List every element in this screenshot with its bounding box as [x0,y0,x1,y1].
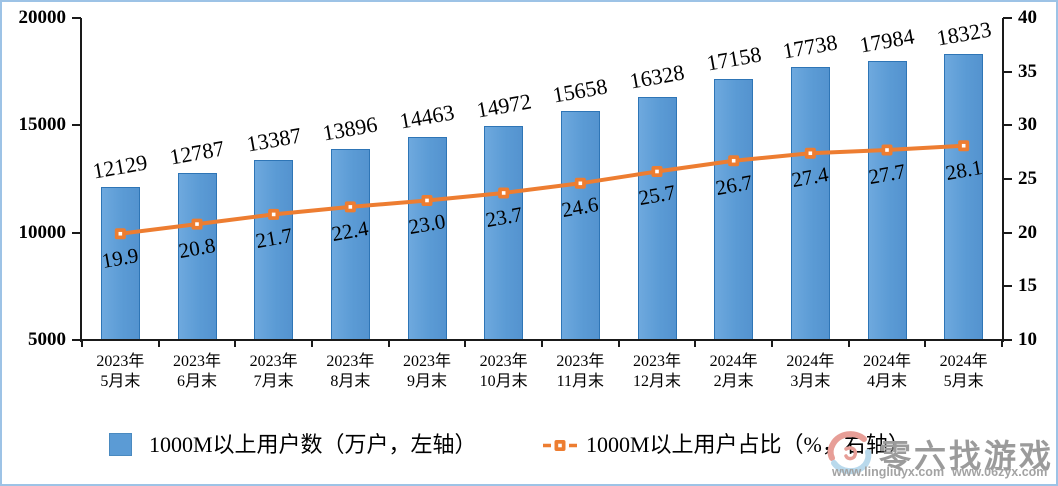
bar [944,53,984,340]
right-axis-tick [1003,70,1012,73]
right-axis-tick-label: 40 [1018,7,1037,28]
left-axis-tick-label: 20000 [18,7,67,28]
right-axis-tick [1003,17,1012,19]
right-axis-tick [1003,231,1012,234]
left-axis-tick [72,124,81,127]
x-axis-label: 2023年 11月末 [556,353,605,390]
bar-value-label: 18323 [934,16,993,51]
x-axis-tick [924,340,927,347]
left-axis [80,18,82,342]
x-axis-label: 2023年 12月末 [632,353,681,390]
left-axis-tick-label: 5000 [28,329,66,350]
x-axis-tick [847,340,850,347]
bar [790,66,830,340]
x-axis-tick [387,340,390,347]
right-axis-tick [1003,339,1012,341]
x-axis-tick [464,340,467,347]
x-axis-label: 2023年 10月末 [479,353,528,390]
x-axis-tick [541,340,543,347]
watermark-url-1: www.lingliuyx.com [832,465,945,479]
x-axis-tick [81,340,83,347]
x-axis-tick [1001,340,1003,347]
left-axis-tick-label: 15000 [18,114,67,136]
left-axis-tick [72,339,81,341]
right-axis-tick-label: 25 [1018,168,1037,189]
x-axis-tick [617,340,620,347]
watermark-logo-icon [827,431,872,475]
left-axis-tick-label: 10000 [18,221,67,243]
right-axis [1002,18,1004,342]
left-axis-tick [72,17,81,19]
x-axis-tick [771,340,773,347]
x-axis-label: 2023年 5月末 [96,353,145,390]
right-axis-tick-label: 30 [1018,114,1037,136]
x-axis-label: 2023年 9月末 [402,353,451,390]
x-axis-label: 2023年 7月末 [249,353,298,390]
right-axis-tick [1003,285,1012,288]
x-axis-label: 2024年 3月末 [786,353,835,390]
bar-series-legend-label: 1000M以上用户数（万户，左轴） [149,432,477,457]
bar [867,61,907,340]
x-axis-tick [694,340,697,347]
bar [637,96,677,340]
watermark-title: 零六找游戏 [879,438,1055,474]
line-series-marker-icon [543,440,577,451]
x-axis-label: 2024年 2月末 [709,353,758,390]
bar [560,111,600,340]
bar [714,79,754,340]
x-axis-tick [157,340,160,347]
right-axis-tick-label: 15 [1018,275,1037,297]
x-axis-label: 2024年 5月末 [939,353,988,390]
x-axis-label: 2023年 8月末 [326,353,375,390]
x-axis-tick [311,340,313,347]
x-axis-label: 2023年 6月末 [172,353,221,390]
right-axis-tick [1003,124,1012,127]
x-axis-tick [234,340,237,347]
right-axis-tick-label: 35 [1018,60,1037,82]
right-axis-tick [1003,178,1012,180]
bar [484,125,524,340]
left-axis-tick [72,231,81,234]
bar-series-swatch-icon [109,433,132,456]
x-axis-label: 2024年 4月末 [862,353,911,390]
right-axis-tick-label: 10 [1018,329,1037,350]
watermark-url-2: www.06zyx.com [952,465,1048,479]
right-axis-tick-label: 20 [1018,221,1037,243]
